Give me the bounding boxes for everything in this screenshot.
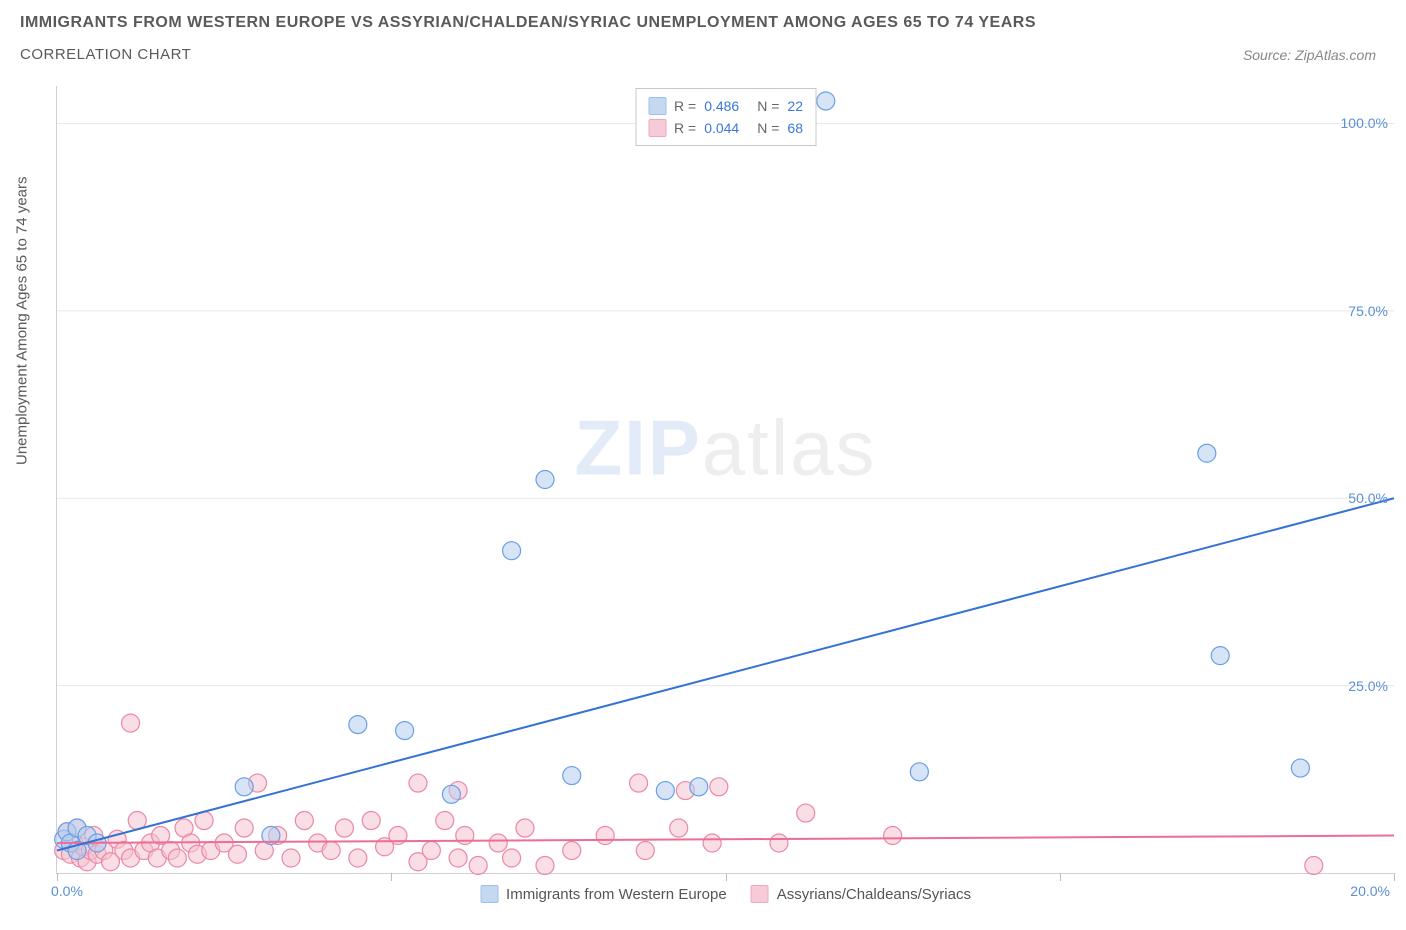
- legend-item-blue: Immigrants from Western Europe: [480, 885, 727, 903]
- n-value-blue: 22: [787, 98, 803, 114]
- scatter-point: [122, 714, 140, 732]
- scatter-point: [516, 819, 534, 837]
- y-axis-title: Unemployment Among Ages 65 to 74 years: [14, 176, 31, 465]
- chart-subtitle: CORRELATION CHART: [20, 46, 191, 63]
- scatter-point: [670, 819, 688, 837]
- trend-line: [57, 498, 1394, 850]
- scatter-point: [1198, 444, 1216, 462]
- legend-stats-row-pink: R = 0.044 N = 68: [648, 117, 803, 139]
- chart-plot-area: ZIPatlas R = 0.486 N = 22 R = 0.044 N = …: [56, 86, 1394, 874]
- scatter-point: [469, 857, 487, 875]
- scatter-point: [168, 849, 186, 867]
- r-value-pink: 0.044: [704, 120, 739, 136]
- scatter-point: [282, 849, 300, 867]
- scatter-point: [449, 849, 467, 867]
- scatter-point: [770, 834, 788, 852]
- scatter-point: [630, 774, 648, 792]
- scatter-point: [295, 812, 313, 830]
- scatter-point: [503, 542, 521, 560]
- scatter-point: [636, 842, 654, 860]
- scatter-point: [884, 827, 902, 845]
- scatter-point: [235, 819, 253, 837]
- swatch-pink: [648, 119, 666, 137]
- x-axis-min-label: 0.0%: [51, 883, 83, 899]
- scatter-point: [503, 849, 521, 867]
- n-value-pink: 68: [787, 120, 803, 136]
- scatter-point: [422, 842, 440, 860]
- legend-label-blue: Immigrants from Western Europe: [506, 886, 727, 903]
- trend-line: [57, 836, 1394, 843]
- y-axis-tick-label: 25.0%: [1348, 678, 1388, 694]
- legend-label-pink: Assyrians/Chaldeans/Syriacs: [777, 886, 971, 903]
- scatter-point: [396, 722, 414, 740]
- scatter-point: [409, 774, 427, 792]
- legend-stats-row-blue: R = 0.486 N = 22: [648, 95, 803, 117]
- scatter-point: [536, 857, 554, 875]
- x-axis-tick: [391, 873, 392, 881]
- swatch-blue: [648, 97, 666, 115]
- chart-source: Source: ZipAtlas.com: [1243, 47, 1386, 63]
- scatter-point: [489, 834, 507, 852]
- scatter-point: [335, 819, 353, 837]
- x-axis-tick: [1060, 873, 1061, 881]
- scatter-point: [1211, 647, 1229, 665]
- scatter-point: [436, 812, 454, 830]
- swatch-blue-icon: [480, 885, 498, 903]
- scatter-point: [1305, 857, 1323, 875]
- scatter-point: [817, 92, 835, 110]
- scatter-point: [563, 767, 581, 785]
- scatter-point: [362, 812, 380, 830]
- scatter-point: [349, 849, 367, 867]
- scatter-point: [563, 842, 581, 860]
- x-axis-tick: [726, 873, 727, 881]
- scatter-point: [910, 763, 928, 781]
- scatter-point: [456, 827, 474, 845]
- x-axis-tick: [57, 873, 58, 881]
- swatch-pink-icon: [751, 885, 769, 903]
- scatter-point: [235, 778, 253, 796]
- x-axis-max-label: 20.0%: [1350, 883, 1390, 899]
- scatter-point: [703, 834, 721, 852]
- scatter-point: [596, 827, 614, 845]
- legend-item-pink: Assyrians/Chaldeans/Syriacs: [751, 885, 971, 903]
- scatter-point: [228, 845, 246, 863]
- r-value-blue: 0.486: [704, 98, 739, 114]
- scatter-point: [322, 842, 340, 860]
- scatter-point: [690, 778, 708, 796]
- scatter-svg: [57, 86, 1394, 873]
- scatter-point: [536, 471, 554, 489]
- scatter-point: [349, 716, 367, 734]
- x-axis-tick: [1394, 873, 1395, 881]
- y-axis-tick-label: 75.0%: [1348, 303, 1388, 319]
- scatter-point: [710, 778, 728, 796]
- y-axis-tick-label: 50.0%: [1348, 490, 1388, 506]
- legend-series: Immigrants from Western Europe Assyrians…: [480, 885, 971, 903]
- scatter-point: [442, 785, 460, 803]
- scatter-point: [1291, 759, 1309, 777]
- scatter-point: [797, 804, 815, 822]
- y-axis-tick-label: 100.0%: [1341, 115, 1388, 131]
- chart-title: IMMIGRANTS FROM WESTERN EUROPE VS ASSYRI…: [20, 14, 1386, 32]
- legend-stats: R = 0.486 N = 22 R = 0.044 N = 68: [635, 88, 816, 146]
- scatter-point: [656, 782, 674, 800]
